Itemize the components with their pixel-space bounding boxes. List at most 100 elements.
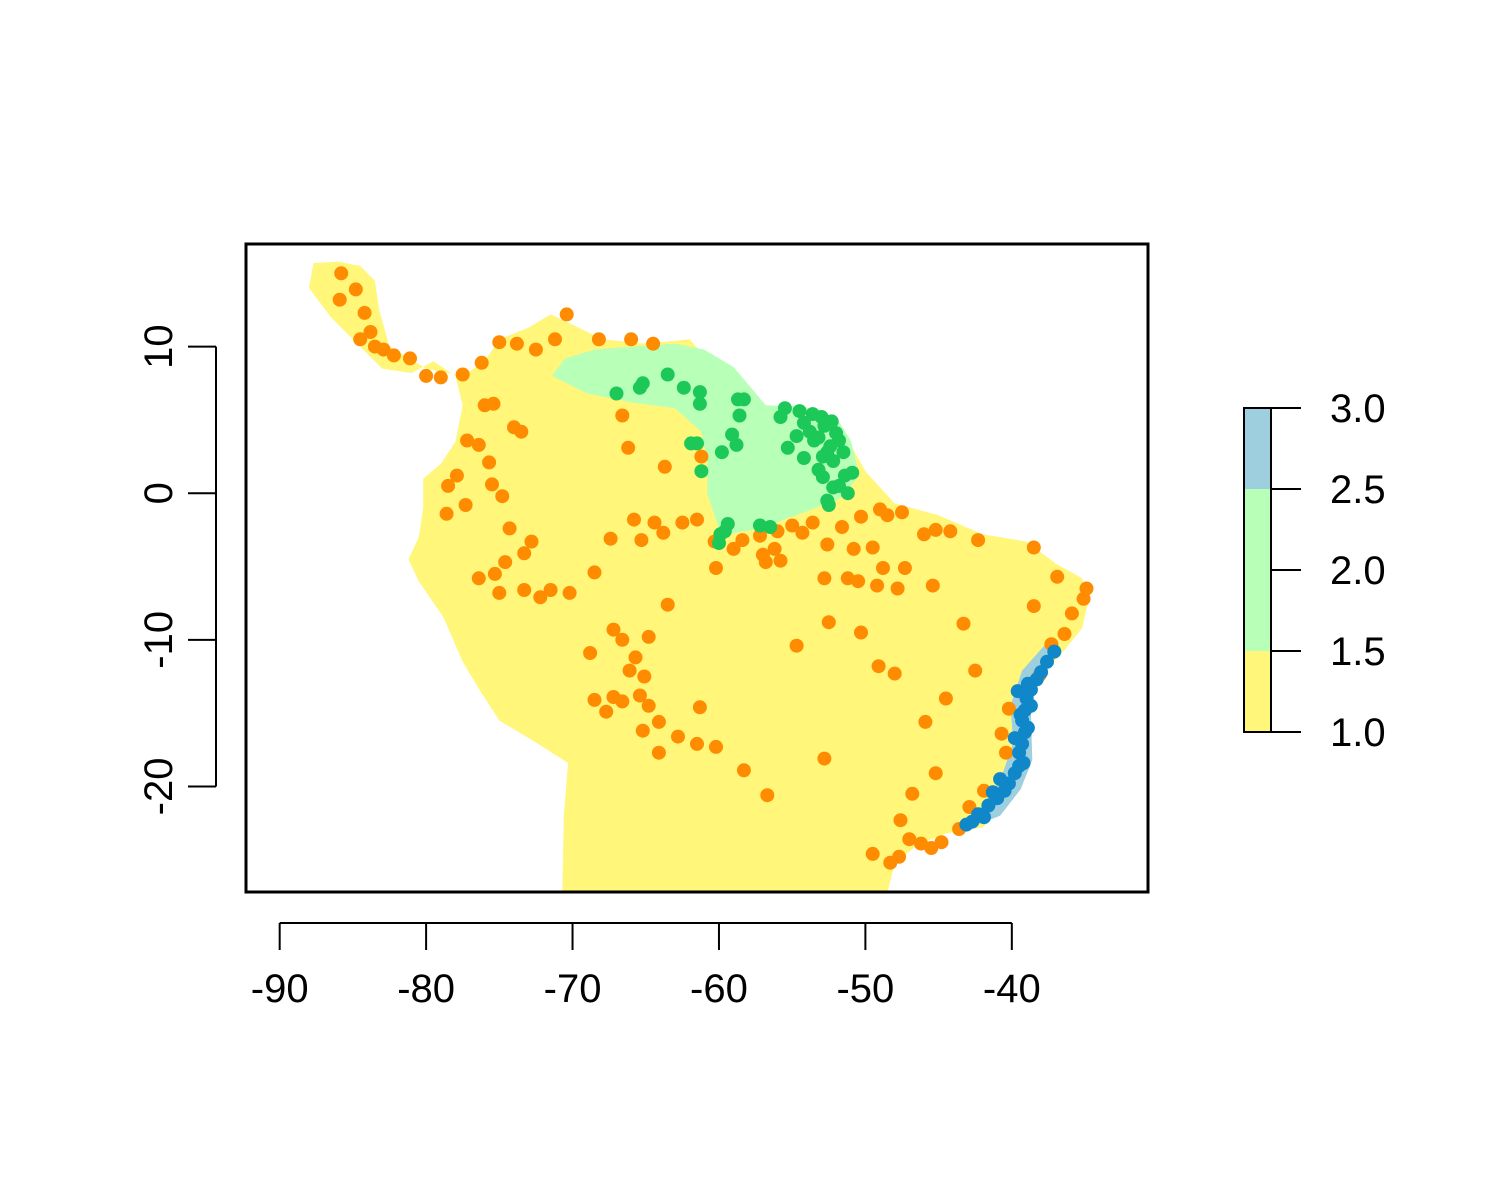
- color-legend: 3.0 2.5 2.0 1.5 1.0: [1243, 387, 1386, 755]
- raster-regions: [309, 261, 1088, 893]
- point-blue: [1023, 698, 1038, 713]
- point-orange: [854, 625, 868, 640]
- point-orange: [934, 835, 949, 850]
- point-orange: [353, 332, 368, 347]
- point-orange: [918, 714, 933, 729]
- point-green: [840, 486, 855, 501]
- region-class-1: [309, 261, 1088, 893]
- occurrence-points: [332, 266, 1094, 870]
- point-orange: [785, 518, 800, 533]
- point-orange: [675, 515, 690, 530]
- point-orange: [495, 489, 510, 504]
- point-orange: [821, 615, 836, 630]
- x-tick-label: -80: [397, 967, 455, 1011]
- point-orange: [905, 786, 920, 801]
- point-orange: [455, 367, 470, 382]
- point-orange: [709, 739, 723, 754]
- point-orange: [835, 520, 849, 534]
- y-tick-label: 0: [137, 482, 181, 504]
- point-green: [732, 408, 747, 423]
- point-orange: [628, 650, 643, 665]
- point-orange: [1064, 606, 1079, 621]
- point-orange: [492, 335, 507, 350]
- point-orange: [789, 638, 804, 653]
- point-green: [845, 465, 860, 480]
- y-tick-label: -10: [137, 611, 181, 669]
- point-orange: [403, 351, 417, 366]
- point-orange: [514, 424, 529, 439]
- point-orange: [624, 332, 639, 347]
- point-orange: [820, 537, 835, 552]
- point-orange: [559, 307, 574, 322]
- point-orange: [994, 726, 1009, 741]
- point-orange: [871, 659, 886, 674]
- plot-frame: [244, 242, 1150, 894]
- point-orange: [795, 525, 810, 540]
- legend-label: 3.0: [1330, 387, 1386, 431]
- point-orange: [603, 531, 618, 546]
- point-orange: [692, 700, 707, 715]
- point-green: [684, 436, 699, 451]
- point-green: [817, 418, 832, 433]
- point-orange: [876, 561, 890, 575]
- point-orange: [1001, 701, 1016, 716]
- point-orange: [332, 292, 347, 307]
- point-orange: [1079, 581, 1094, 596]
- point-orange: [758, 555, 773, 570]
- point-orange: [928, 522, 943, 537]
- point-orange: [433, 370, 448, 385]
- point-orange: [736, 763, 751, 778]
- point-orange: [471, 571, 486, 586]
- point-orange: [956, 616, 971, 631]
- point-blue: [1012, 758, 1027, 773]
- y-tick-label: 10: [137, 324, 181, 369]
- point-blue: [1040, 654, 1054, 669]
- point-orange: [449, 468, 464, 483]
- point-orange: [363, 325, 378, 339]
- point-orange: [487, 566, 502, 581]
- point-green: [792, 404, 807, 419]
- point-orange: [485, 477, 499, 492]
- point-orange: [865, 846, 880, 861]
- point-green: [796, 451, 811, 465]
- point-blue: [1013, 707, 1028, 722]
- point-orange: [690, 512, 704, 527]
- point-orange: [805, 515, 820, 530]
- y-axis: -20 -10 0 10: [137, 324, 217, 815]
- point-orange: [1026, 599, 1041, 614]
- point-green: [714, 445, 729, 460]
- point-orange: [458, 498, 473, 512]
- point-orange: [632, 688, 647, 703]
- point-orange: [938, 691, 953, 706]
- point-green: [777, 401, 792, 416]
- point-orange: [917, 527, 931, 542]
- point-orange: [656, 525, 671, 540]
- point-blue: [1010, 684, 1025, 699]
- point-blue: [1047, 644, 1062, 659]
- point-orange: [509, 336, 524, 351]
- x-tick-label: -40: [983, 967, 1041, 1011]
- point-green: [753, 518, 767, 533]
- point-green: [609, 386, 624, 401]
- point-green: [789, 429, 804, 444]
- legend-label: 2.0: [1330, 549, 1386, 593]
- point-orange: [928, 766, 943, 781]
- legend-band: [1244, 408, 1271, 489]
- point-orange: [890, 581, 905, 596]
- point-orange: [419, 368, 434, 383]
- point-orange: [817, 751, 832, 766]
- point-orange: [840, 571, 855, 586]
- point-blue: [993, 772, 1008, 787]
- point-green: [676, 380, 691, 395]
- point-orange: [1050, 569, 1065, 584]
- point-orange: [999, 745, 1013, 760]
- point-orange: [502, 521, 517, 536]
- region-class-2: [552, 343, 860, 536]
- point-green: [736, 392, 751, 407]
- point-orange: [587, 692, 602, 707]
- point-orange: [548, 332, 562, 347]
- point-orange: [621, 440, 636, 455]
- point-orange: [709, 561, 723, 575]
- point-green: [635, 376, 650, 391]
- point-orange: [615, 632, 630, 647]
